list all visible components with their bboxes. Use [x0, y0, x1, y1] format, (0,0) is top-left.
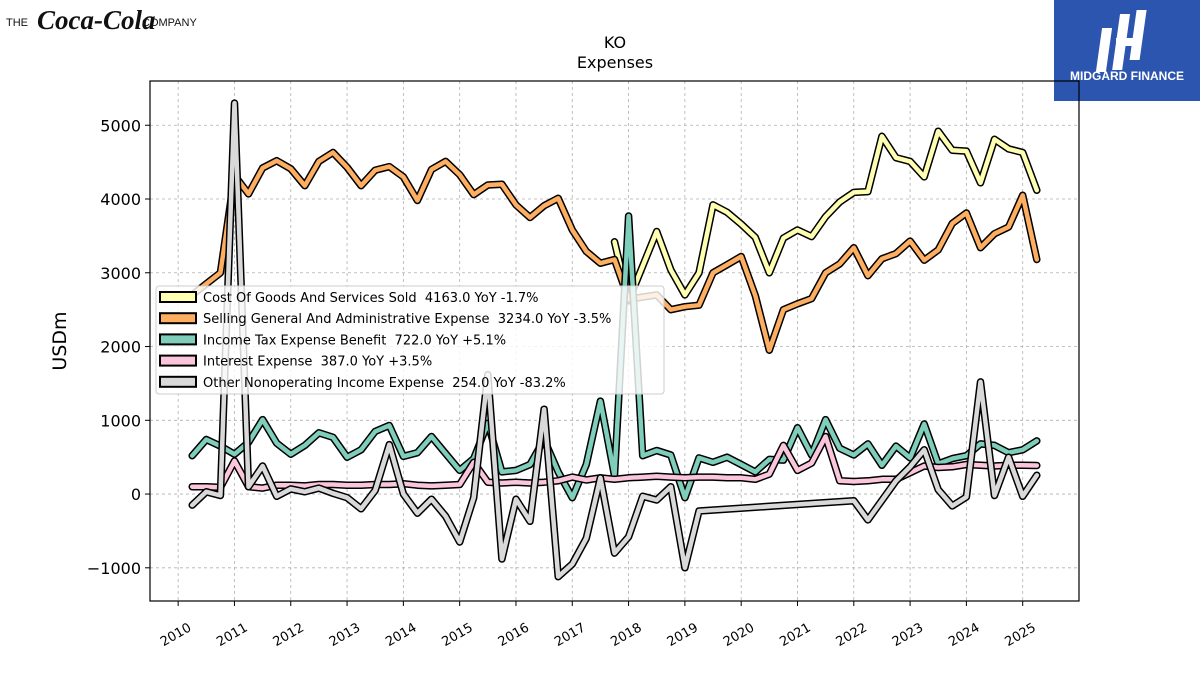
- x-tick-label: 2012: [271, 620, 307, 650]
- x-tick-label: 2017: [552, 620, 588, 650]
- logo-prefix: THE: [6, 17, 28, 29]
- x-tick-label: 2025: [1003, 620, 1039, 650]
- x-tick-label: 2013: [327, 620, 363, 650]
- chart-legend: Cost Of Goods And Services Sold 4163.0 Y…: [155, 285, 665, 395]
- series-line: [189, 100, 1040, 579]
- legend-swatch: [159, 312, 197, 325]
- y-tick-label: 3000: [100, 264, 141, 283]
- x-tick-label: 2014: [383, 620, 419, 650]
- x-tick-label: 2024: [946, 620, 982, 650]
- x-tick-label: 2023: [890, 620, 926, 650]
- chart-title: KO: [604, 33, 626, 52]
- y-tick-label: 1000: [100, 411, 141, 430]
- legend-box: [155, 285, 665, 395]
- x-tick-label: 2011: [214, 620, 250, 650]
- legend-swatch: [159, 333, 197, 346]
- x-tick-label: 2021: [777, 620, 813, 650]
- logo-script: Coca-Cola: [37, 5, 156, 35]
- series-line: [189, 150, 1040, 353]
- x-tick-label: 2016: [496, 620, 532, 650]
- legend-swatch: [159, 291, 197, 303]
- chart-series-group: [188, 99, 1041, 581]
- midgard-finance-badge: MIDGARD FINANCE: [1054, 0, 1200, 101]
- logo-suffix: COMPANY: [142, 17, 197, 29]
- x-tick-label: 2018: [608, 620, 644, 650]
- y-tick-label: 5000: [100, 116, 141, 135]
- x-tick-label: 2015: [440, 620, 476, 650]
- y-axis-label: USDm: [49, 311, 71, 370]
- legend-label: Interest Expense 387.0 YoY +3.5%: [203, 355, 432, 370]
- badge-text: MIDGARD FINANCE: [1070, 69, 1184, 83]
- y-tick-label: 4000: [100, 190, 141, 209]
- series-line: [612, 128, 1040, 304]
- legend-swatch: [159, 354, 197, 367]
- y-tick-label: 0: [131, 485, 141, 504]
- y-tick-label: 2000: [100, 338, 141, 357]
- legend-label: Income Tax Expense Benefit 722.0 YoY +5.…: [203, 333, 506, 348]
- y-axis: −1000 0 1000 2000 3000 4000 5000: [87, 116, 150, 578]
- chart-subtitle: Expenses: [577, 53, 653, 72]
- x-axis: 2010 2011 2012 2013 2014 2015 2016 2017 2018 2019…: [158, 601, 1039, 650]
- legend-label: Other Nonoperating Income Expense 254.0 …: [203, 376, 566, 391]
- coca-cola-company-logo: THE Coca-Cola COMPANY: [4, 4, 214, 38]
- midgard-emblem-icon: [1095, 10, 1147, 72]
- x-tick-label: 2022: [834, 620, 870, 650]
- plot-frame: [149, 80, 1080, 602]
- y-tick-label: −1000: [87, 559, 141, 578]
- legend-swatch: [159, 375, 197, 388]
- legend-label: Selling General And Administrative Expen…: [203, 312, 611, 327]
- x-tick-label: 2020: [721, 620, 757, 650]
- x-tick-label: 2019: [665, 620, 701, 650]
- x-tick-label: 2010: [158, 620, 194, 650]
- legend-label: Cost Of Goods And Services Sold 4163.0 Y…: [203, 291, 539, 306]
